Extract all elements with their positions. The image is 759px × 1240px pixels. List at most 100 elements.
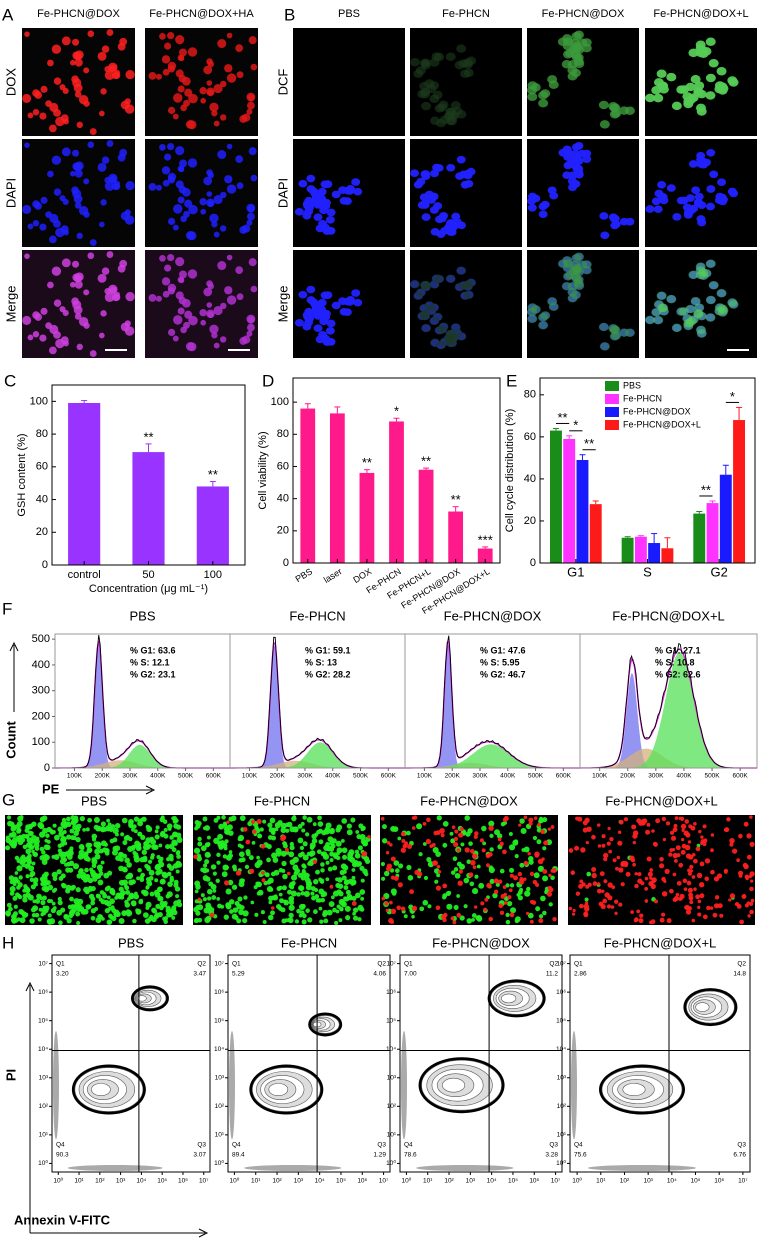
cell xyxy=(401,907,406,912)
cell xyxy=(111,892,115,896)
cell xyxy=(667,184,676,192)
cell xyxy=(34,202,42,210)
cell xyxy=(318,331,327,339)
error-bar xyxy=(736,407,742,420)
cell xyxy=(483,908,487,912)
cell xyxy=(290,842,294,846)
cell xyxy=(583,904,589,910)
cell xyxy=(173,225,179,231)
cell xyxy=(464,815,470,821)
cell xyxy=(419,906,424,911)
error-bar xyxy=(723,465,729,474)
cell xyxy=(61,873,66,878)
cell xyxy=(289,884,293,888)
cell xyxy=(459,864,465,870)
cell xyxy=(586,841,589,844)
cell xyxy=(539,914,543,918)
y-tick-label: 20 xyxy=(524,515,536,527)
cell xyxy=(353,907,358,912)
cell xyxy=(52,44,61,53)
cell xyxy=(684,819,689,824)
cell xyxy=(681,824,686,829)
cell xyxy=(548,886,553,891)
cell xyxy=(432,274,442,283)
cell xyxy=(456,894,460,898)
cell xyxy=(689,315,699,324)
cell xyxy=(251,175,258,182)
cell xyxy=(459,171,468,179)
panel-letter: B xyxy=(284,5,295,24)
cell xyxy=(717,178,726,186)
cell xyxy=(144,864,149,869)
y-tick-label: 0 xyxy=(283,557,289,569)
cell xyxy=(494,878,499,883)
x-tick-label: 100K xyxy=(67,773,83,780)
cell xyxy=(749,910,754,915)
cell xyxy=(352,901,357,906)
plot-title: PBS xyxy=(129,608,155,623)
cell xyxy=(151,908,156,913)
cell xyxy=(666,295,676,304)
cell xyxy=(317,815,322,820)
cell xyxy=(539,203,548,211)
cell xyxy=(23,859,27,863)
cell xyxy=(18,909,23,914)
cell xyxy=(166,909,172,915)
cell xyxy=(336,852,340,856)
cell xyxy=(455,873,461,879)
cell xyxy=(28,831,33,836)
cell xyxy=(268,835,273,840)
x-tick-label: laser xyxy=(322,566,344,585)
cell xyxy=(298,838,304,844)
cell xyxy=(34,883,38,887)
x-tick-label: 10⁴ xyxy=(136,1178,146,1185)
cell xyxy=(30,878,34,882)
cell xyxy=(61,114,69,122)
cell xyxy=(681,838,684,841)
x-tick-label: 10¹ xyxy=(74,1178,84,1185)
quadrant-name: Q4 xyxy=(404,1142,413,1149)
cell xyxy=(133,894,139,900)
cell xyxy=(515,854,519,858)
cell xyxy=(161,879,165,883)
cell xyxy=(421,324,431,333)
cell xyxy=(186,231,195,240)
cell xyxy=(108,920,112,924)
x-axis-label: Annexin V-FITC xyxy=(14,1212,111,1227)
cell xyxy=(341,839,345,843)
x-tick-label: 10⁵ xyxy=(508,1178,518,1185)
cell xyxy=(107,871,112,876)
y-tick-label: 10⁴ xyxy=(386,1046,396,1053)
cell xyxy=(36,837,40,841)
x-tick-label: 200K xyxy=(95,773,111,780)
cell xyxy=(509,868,514,873)
cell xyxy=(155,904,160,909)
cell xyxy=(689,93,699,102)
cell xyxy=(198,897,202,901)
y-tick-label: 0 xyxy=(44,762,50,774)
cell xyxy=(163,180,170,187)
cell xyxy=(220,905,224,909)
cell xyxy=(386,866,391,871)
cell xyxy=(710,848,714,852)
cell xyxy=(270,818,276,824)
cell xyxy=(167,143,174,150)
cell xyxy=(639,913,643,917)
cell xyxy=(224,865,229,870)
image-title: Fe-PHCN@DOX xyxy=(420,793,518,808)
cell xyxy=(676,853,680,857)
cell xyxy=(80,816,85,821)
cell xyxy=(653,94,663,103)
cell xyxy=(96,894,101,899)
cell xyxy=(551,825,555,829)
cell xyxy=(401,839,405,843)
y-tick-label: 60 xyxy=(36,461,48,473)
error-bar xyxy=(210,482,216,487)
cell xyxy=(271,872,276,877)
cell xyxy=(151,917,157,923)
cell xyxy=(329,858,333,862)
cell xyxy=(226,903,232,909)
cell xyxy=(313,860,317,864)
cell xyxy=(74,52,82,60)
